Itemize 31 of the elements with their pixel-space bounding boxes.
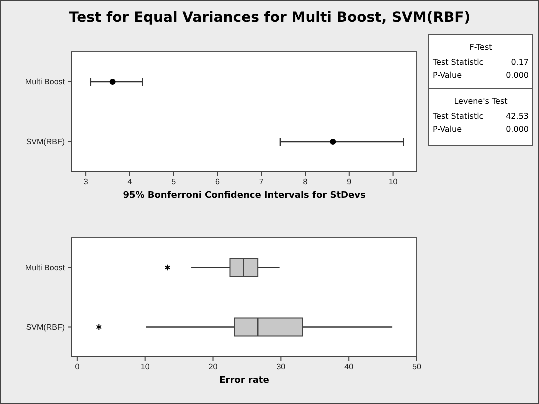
y-tick-label: SVM(RBF) <box>26 322 66 332</box>
text: 42.53 <box>506 112 529 121</box>
text: Test Statistic <box>432 58 484 67</box>
x-tick-label: 20 <box>208 362 218 372</box>
text: F-Test <box>470 43 492 52</box>
x-tick-label: 9 <box>347 178 352 187</box>
chart-title: Test for Equal Variances for Multi Boost, SVM(RBF) <box>69 10 471 26</box>
y-tick-label: Multi Boost <box>25 78 66 87</box>
x-axis-title: Error rate <box>220 376 270 386</box>
x-tick-label: 3 <box>84 178 89 187</box>
text: 0.17 <box>511 58 529 67</box>
x-tick-label: 8 <box>303 178 308 187</box>
text: P-Value <box>433 71 462 80</box>
y-tick-label: SVM(RBF) <box>26 138 66 147</box>
x-tick-label: 10 <box>140 362 150 372</box>
text: 0.000 <box>506 125 529 134</box>
x-tick-label: 5 <box>172 178 177 187</box>
x-tick-label: 7 <box>259 178 264 187</box>
x-axis-title: 95% Bonferroni Confidence Intervals for StDevs <box>123 191 366 201</box>
x-tick-label: 4 <box>128 178 133 187</box>
text: 0.000 <box>506 71 529 80</box>
x-tick-label: 0 <box>75 362 80 372</box>
x-tick-label: 40 <box>344 362 354 372</box>
x-tick-label: 10 <box>388 178 398 187</box>
x-tick-label: 50 <box>412 362 422 372</box>
x-tick-label: 30 <box>276 362 286 372</box>
text: Test Statistic <box>432 112 484 121</box>
y-tick-label: Multi Boost <box>25 263 66 272</box>
text: P-Value <box>433 125 462 134</box>
x-tick-label: 6 <box>216 178 220 187</box>
text: Levene's Test <box>454 97 508 106</box>
